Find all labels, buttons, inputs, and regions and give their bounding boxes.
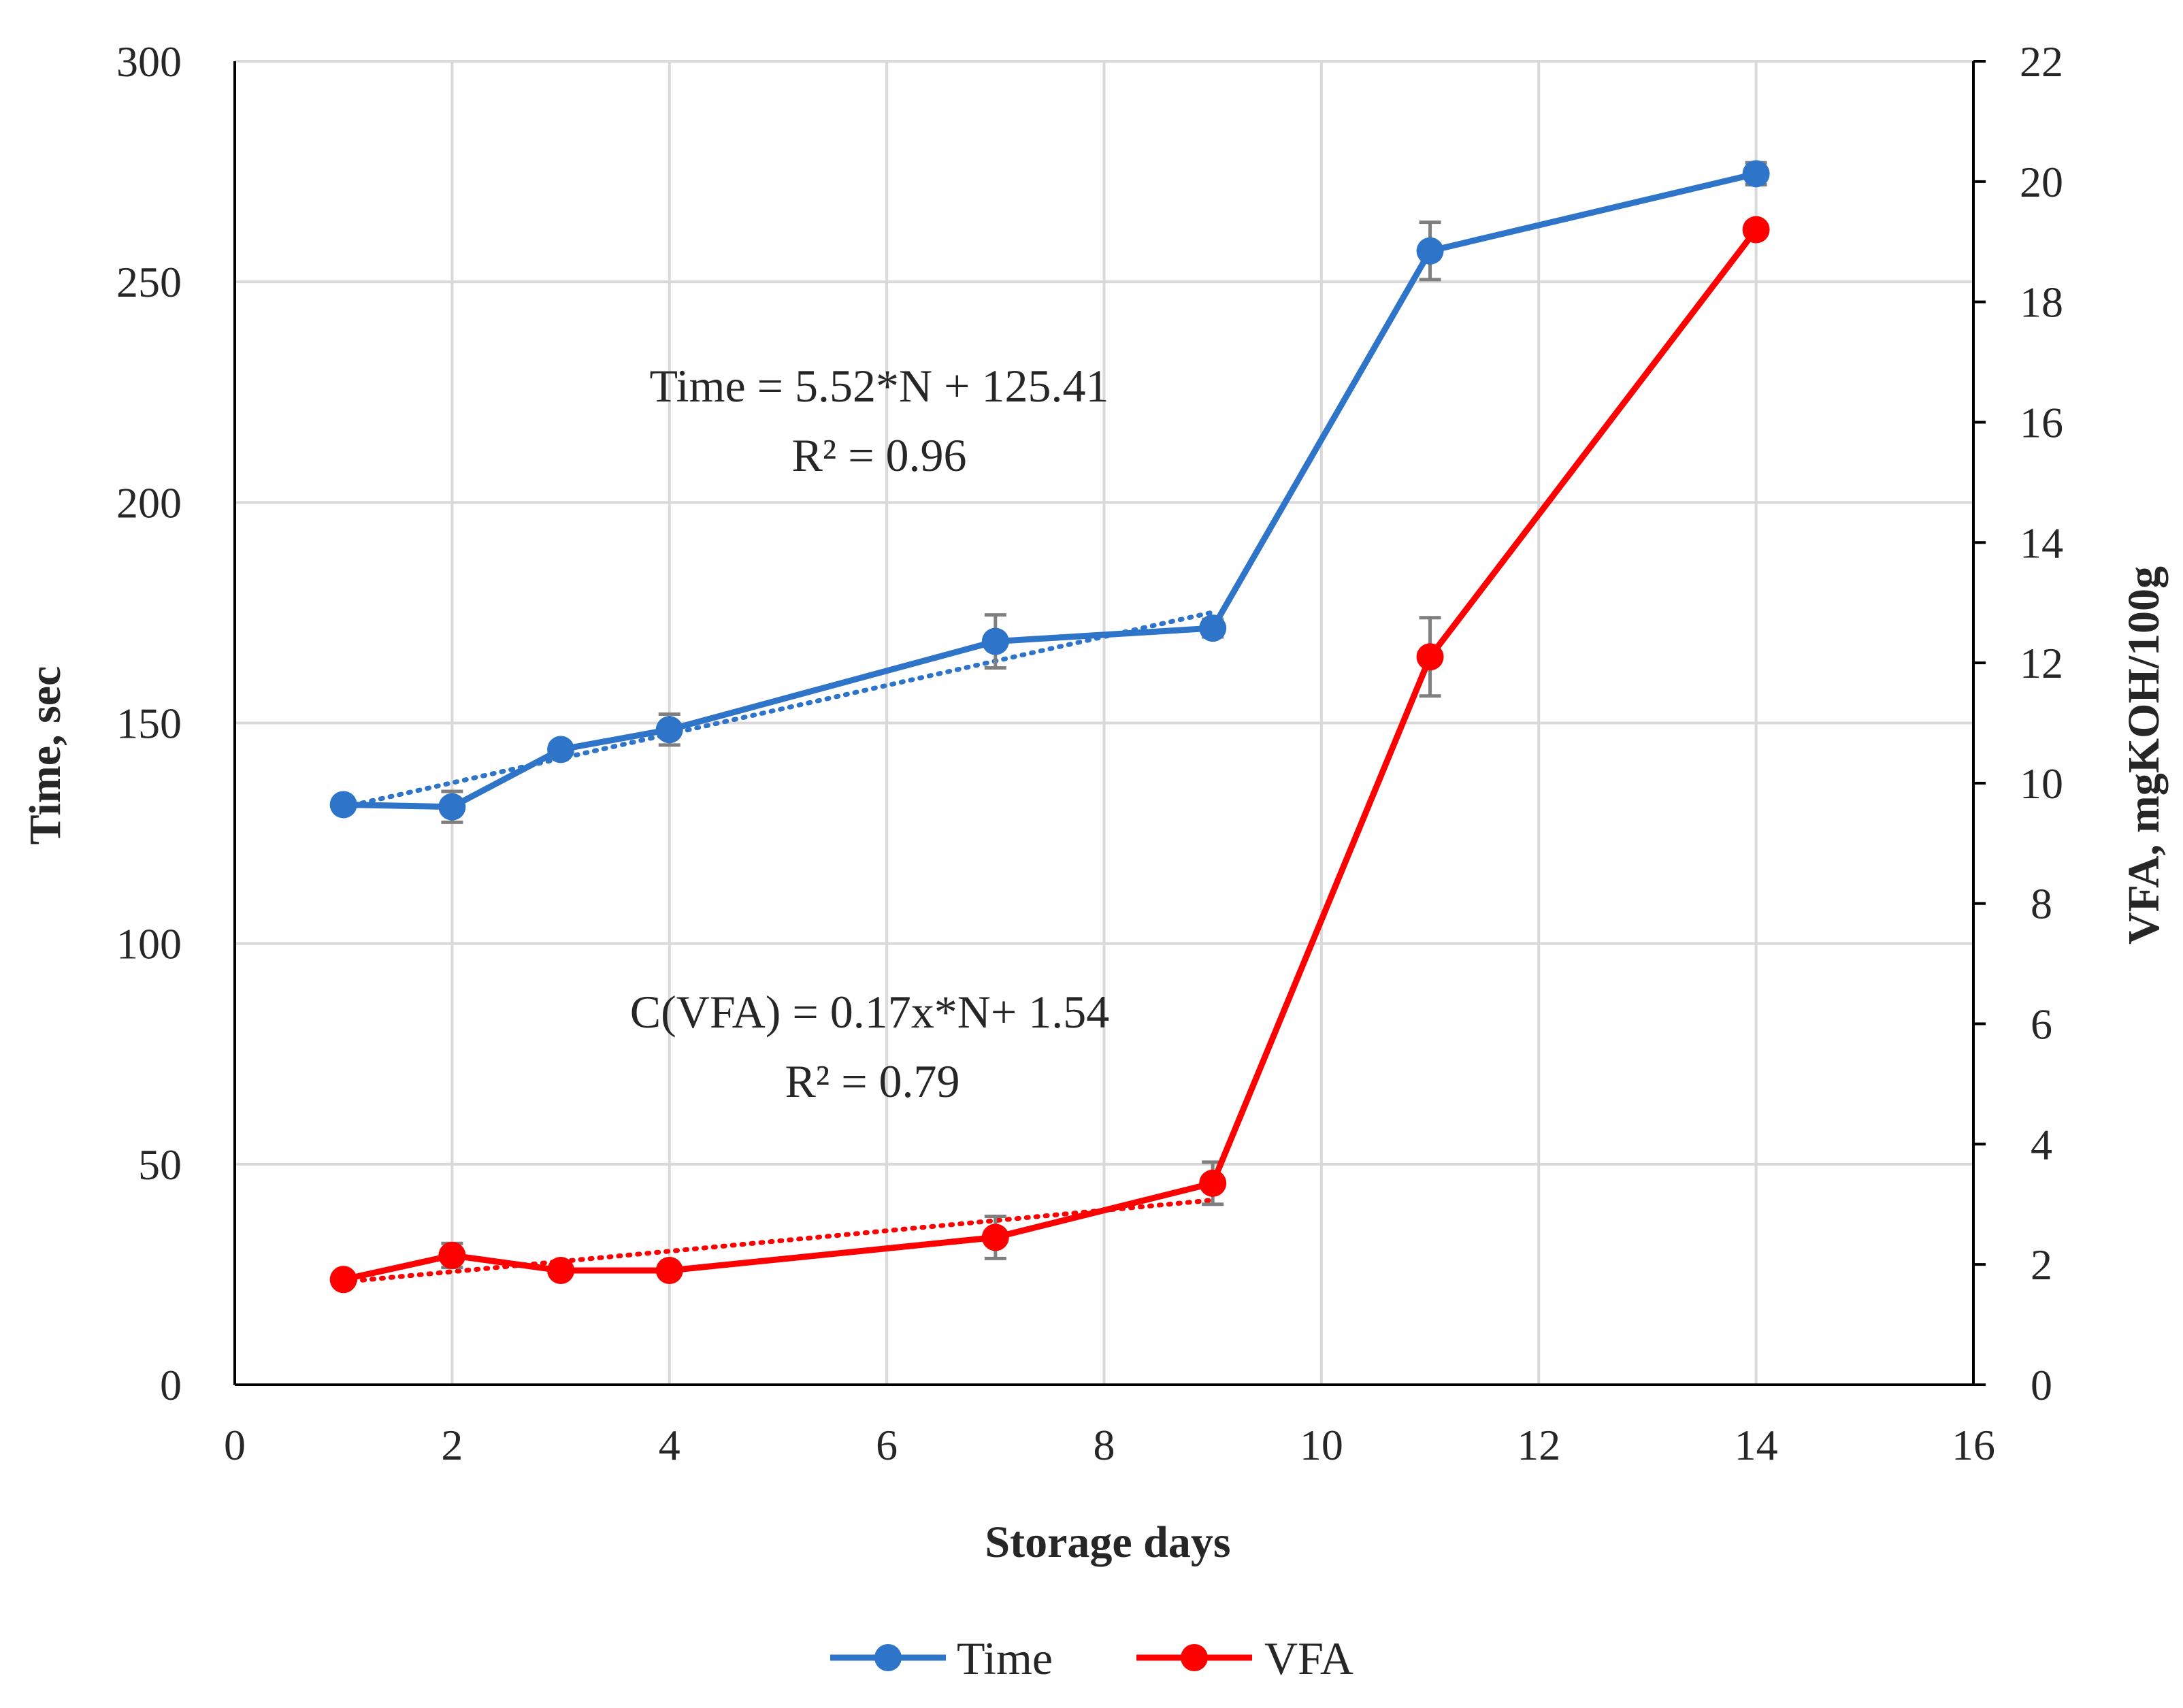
time-equation: Time = 5.52*N + 125.41 (650, 360, 1109, 412)
time-data-point (1199, 614, 1227, 642)
time-trendline (341, 610, 1215, 810)
time-data-point (329, 791, 357, 819)
time-data-point (981, 627, 1009, 655)
y-left-tick-label: 300 (116, 37, 182, 86)
time-data-point (547, 736, 575, 763)
series (329, 160, 1770, 1294)
y-right-tick-label: 16 (2020, 398, 2063, 446)
y-left-tick-label: 50 (138, 1140, 182, 1189)
time-data-point (1742, 160, 1770, 188)
vfa-r-squared: R² = 0.79 (785, 1055, 959, 1107)
axes (233, 60, 1986, 1386)
y-right-tick-label: 2 (2031, 1241, 2052, 1289)
x-tick-label: 8 (1094, 1421, 1115, 1469)
x-tick-label: 4 (659, 1421, 680, 1469)
time-data-point (1416, 237, 1444, 265)
vfa-data-point (1742, 216, 1770, 244)
legend-vfa-label: VFA (1264, 1632, 1353, 1684)
x-tick-label: 6 (876, 1421, 898, 1469)
vfa-data-point (1199, 1169, 1227, 1197)
tick-labels: 0 2 4 6 8 10 12 14 16 0 50 100 150 200 250 300 0 2 4 6 8 10 12… (116, 37, 2063, 1469)
y-left-tick-label: 0 (160, 1361, 182, 1409)
legend-time-label: Time (957, 1632, 1053, 1684)
y-right-tick-label: 6 (2031, 1000, 2052, 1049)
x-axis-title: Storage days (985, 1517, 1230, 1567)
y-right-tick-label: 20 (2020, 158, 2063, 206)
time-r-squared: R² = 0.96 (791, 429, 966, 481)
y-right-tick-label: 14 (2020, 519, 2063, 567)
legend-time-marker (874, 1644, 902, 1671)
y-right-tick-label: 8 (2031, 880, 2052, 928)
x-tick-label: 12 (1517, 1421, 1560, 1469)
y-right-tick-label: 18 (2020, 278, 2063, 327)
vfa-series-line (342, 227, 1759, 1283)
vfa-data-point (329, 1266, 357, 1294)
vfa-data-point (655, 1257, 683, 1285)
y-left-tick-label: 200 (116, 478, 182, 527)
vfa-trendline (341, 1198, 1215, 1285)
vfa-data-point (438, 1241, 466, 1269)
y-left-tick-label: 150 (116, 700, 182, 748)
trendlines (341, 610, 1215, 1285)
x-tick-label: 14 (1735, 1421, 1778, 1469)
vfa-data-point (1416, 643, 1444, 671)
vfa-data-point (981, 1223, 1009, 1251)
y-right-tick-label: 4 (2031, 1120, 2052, 1168)
x-tick-label: 10 (1300, 1421, 1343, 1469)
x-tick-label: 2 (441, 1421, 463, 1469)
y-right-tick-label: 0 (2031, 1361, 2052, 1409)
vfa-data-point (547, 1257, 575, 1285)
time-series-line (343, 170, 1757, 810)
vfa-equation: C(VFA) = 0.17x*N+ 1.54 (630, 986, 1109, 1038)
y-right-tick-label: 22 (2020, 37, 2063, 86)
y-axis-left-title: Time, sec (20, 666, 70, 845)
legend-vfa-marker (1181, 1644, 1208, 1671)
y-right-tick-label: 10 (2020, 759, 2063, 808)
y-left-tick-label: 250 (116, 258, 182, 306)
y-axis-right-title: VFA, mgKOH/100g (2119, 566, 2169, 945)
legend: Time VFA (830, 1632, 1353, 1684)
gridlines (235, 60, 1975, 1385)
x-tick-label: 16 (1952, 1421, 1995, 1469)
y-right-tick-label: 12 (2020, 639, 2063, 687)
y-left-tick-label: 100 (116, 920, 182, 968)
time-data-point (438, 793, 466, 821)
time-data-point (655, 716, 683, 744)
x-tick-label: 0 (224, 1421, 246, 1469)
